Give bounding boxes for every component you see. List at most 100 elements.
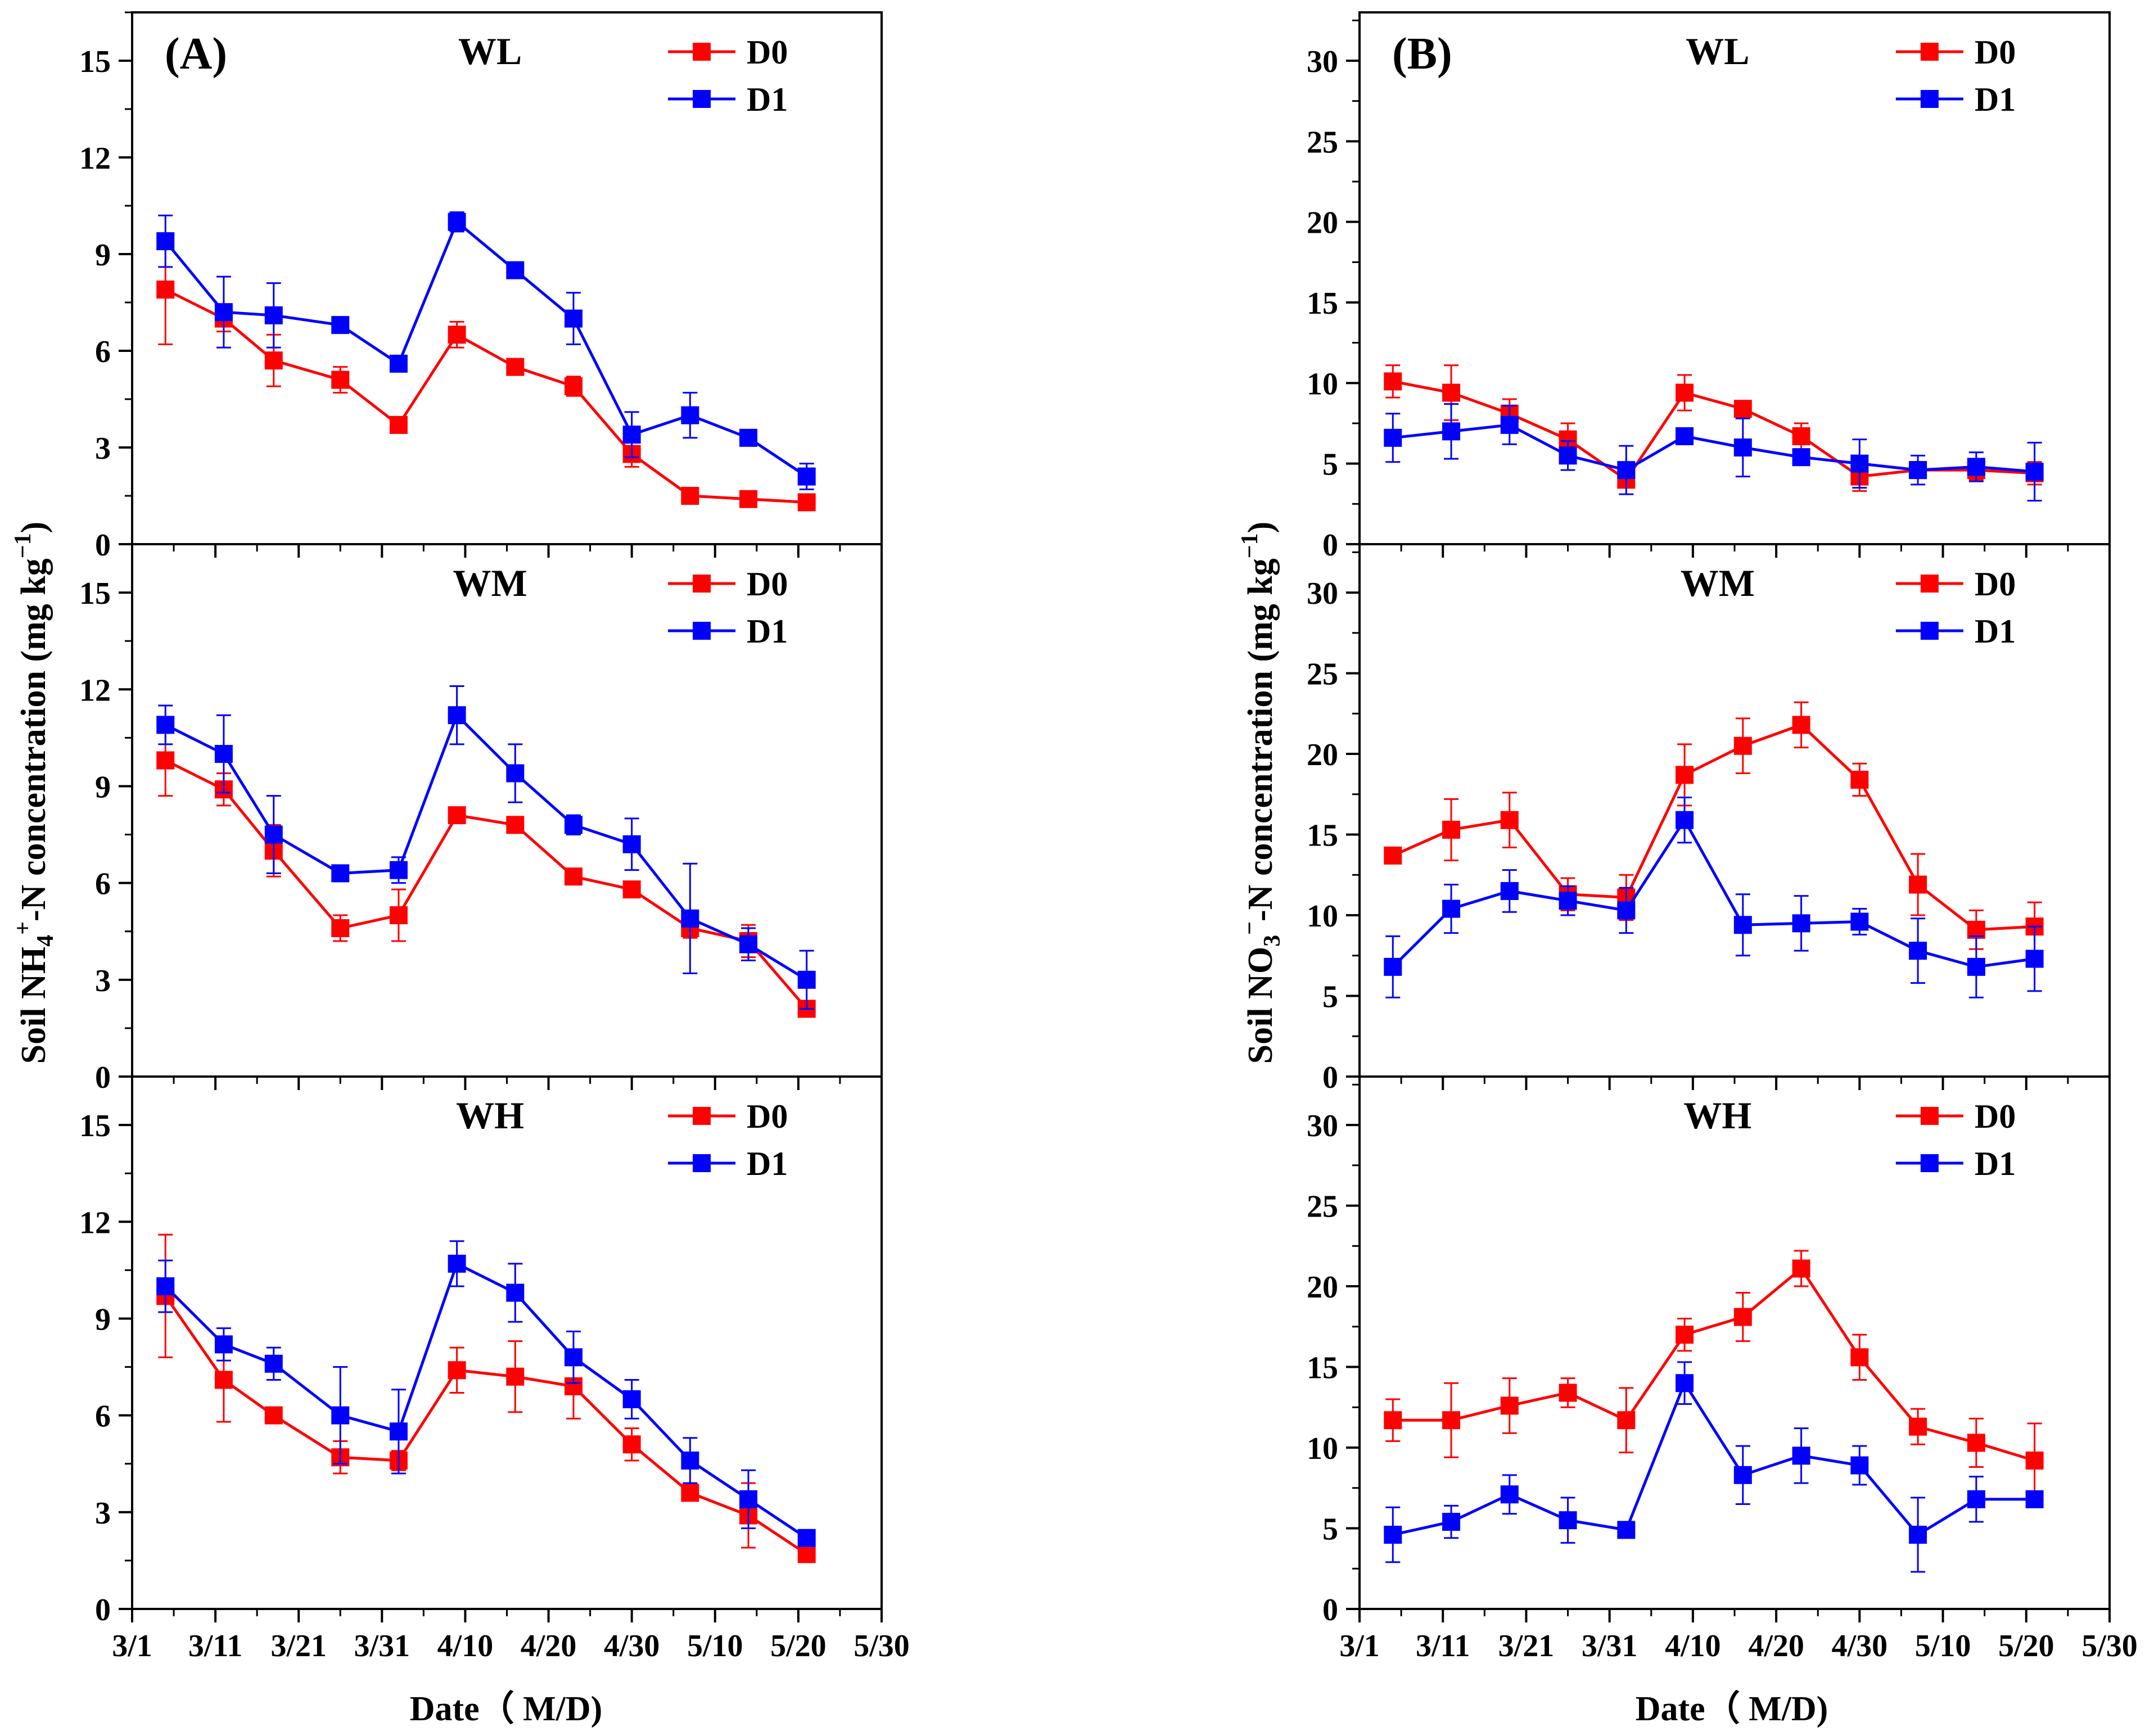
a-wl-series-d0-point xyxy=(264,351,283,370)
a-wm-series-d1-point xyxy=(156,716,175,734)
b-wm-y-tick-label: 25 xyxy=(1307,657,1338,692)
a-wh-x-tick-label: 3/21 xyxy=(270,1629,327,1663)
b-wh-series-d1-point xyxy=(1733,1466,1752,1484)
a-wm-y-tick-label: 12 xyxy=(79,673,111,708)
a-wh-y-tick-label: 3 xyxy=(95,1496,111,1531)
a-wm-series-d1-line xyxy=(165,712,808,981)
b-wh-series-d1-point xyxy=(1442,1513,1461,1531)
b-wm-series-d0-legend-marker xyxy=(1920,575,1939,593)
a-wl-series-d1-legend-label: D1 xyxy=(747,81,788,118)
b-wl-series-d1-point xyxy=(1442,422,1461,441)
a-wh-series-d1-point xyxy=(564,1348,582,1367)
b-wm-series-d1-point xyxy=(2025,950,2044,968)
b-wl-y-tick-label: 15 xyxy=(1307,286,1338,321)
a-wl-series-d1-point xyxy=(264,306,283,324)
a-wh-x-tick-label: 5/20 xyxy=(770,1629,827,1663)
b-wh-series-d1-legend-label: D1 xyxy=(1975,1145,2016,1182)
b-wm-series-d0-point xyxy=(1792,716,1810,734)
a-wm-y-tick-label: 0 xyxy=(95,1060,111,1095)
b-wh-x-tick-label: 3/31 xyxy=(1582,1629,1638,1663)
b-wl-series-d1-point xyxy=(1733,438,1752,456)
a-wl-series-d1-point xyxy=(681,406,699,424)
a-wl-subplot-title: WL xyxy=(458,30,522,73)
a-wl-series-d0-point xyxy=(389,415,408,434)
b-wh-series-d1-point xyxy=(1850,1456,1869,1475)
b-wh-series-d0-point xyxy=(1384,1411,1402,1430)
b-wh-series-d0-point xyxy=(1442,1411,1461,1430)
a-wm-series-d0-point xyxy=(448,806,466,825)
a-wl-series-d0-point xyxy=(506,358,525,376)
a-wh-x-tick-label: 3/31 xyxy=(354,1629,410,1663)
x-axis-title-panel-a: Date（ M/D) xyxy=(410,1689,603,1728)
a-wl-y-tick-label: 6 xyxy=(95,334,111,369)
a-wl-series-d1-point xyxy=(448,213,466,231)
a-wl-series-d1-point xyxy=(331,316,350,334)
a-wm-series-d0-point xyxy=(156,751,175,770)
a-wm-series-d1-point xyxy=(389,861,408,879)
b-wm-series-d1-line xyxy=(1392,817,2035,969)
a-wm-series-d1-legend-label: D1 xyxy=(747,613,788,650)
b-wh-subplot-title: WH xyxy=(1683,1094,1751,1137)
a-wm-series-d1-point xyxy=(448,706,466,725)
a-wh-series-d1-point xyxy=(331,1406,350,1425)
b-wm-series-d0-point xyxy=(1442,820,1461,839)
b-wh-series-d0-point xyxy=(1909,1417,1927,1436)
panel-a-ammonium: 0 3 6 9 12 15 (A) WL D0 D1 0 3 6 9 12 15 WM D0 D1 0 3 6 9 12 15 3… xyxy=(79,11,910,1663)
panel-b-nitrate: 0 5 10 15 20 25 30 (B) WL D0 D1 0 5 10 15 20 25 30 WM D0 D1 0… xyxy=(1307,11,2138,1663)
a-wl-series-d1-point xyxy=(506,261,525,279)
b-wh-x-tick-label: 4/20 xyxy=(1748,1629,1804,1663)
a-wh-series-d0-point xyxy=(622,1435,641,1454)
b-wl-series-d1-point xyxy=(1792,448,1810,467)
b-wh-x-tick-label: 3/11 xyxy=(1416,1629,1470,1663)
a-wh-series-d1-point xyxy=(797,1529,816,1547)
b-wh-x-tick-label: 5/30 xyxy=(2081,1629,2138,1663)
b-wh-series-d0-point xyxy=(1733,1308,1752,1326)
b-wm-y-tick-label: 15 xyxy=(1307,819,1338,853)
y-axis-title-panel-a: Soil NH4+-N concentration (mg kg−1) xyxy=(10,522,58,1064)
a-wh-series-d0-point xyxy=(681,1484,699,1502)
b-wl-series-d1-point xyxy=(1500,415,1519,434)
b-wl-subplot-title: WL xyxy=(1686,30,1749,73)
a-wh-series-d1-point xyxy=(448,1254,466,1273)
a-wl-series-d0-legend-label: D0 xyxy=(747,34,788,71)
a-wm-series-d1-point xyxy=(331,864,350,883)
a-wh-x-tick-label: 5/10 xyxy=(687,1629,743,1663)
b-wl-y-tick-label: 0 xyxy=(1322,528,1338,563)
x-axis-title-panel-b: Date（ M/D) xyxy=(1636,1689,1828,1728)
a-wl-series-d0-point xyxy=(448,326,466,344)
a-wh-y-tick-label: 0 xyxy=(95,1593,111,1628)
b-wh-y-tick-label: 25 xyxy=(1307,1190,1338,1224)
a-wl-series-d0-point xyxy=(564,377,582,396)
a-wl-series-d1-legend-marker xyxy=(693,90,711,108)
a-wh-y-tick-label: 9 xyxy=(95,1302,111,1337)
b-wm-y-tick-label: 0 xyxy=(1322,1060,1338,1095)
a-wm-series-d1-point xyxy=(214,745,233,763)
a-wh-series-d1-legend-label: D1 xyxy=(747,1145,788,1182)
a-wh-x-tick-label: 4/10 xyxy=(437,1629,494,1663)
b-wl-series-d1-legend-label: D1 xyxy=(1975,81,2016,118)
b-wh-x-tick-label: 3/21 xyxy=(1498,1629,1555,1663)
a-wl-y-tick-label: 9 xyxy=(95,238,111,273)
a-wm-series-d1-point xyxy=(681,909,699,928)
b-wm-y-tick-label: 20 xyxy=(1307,738,1338,772)
b-wm-series-d1-point xyxy=(1850,912,1869,931)
a-wl-series-d0-point xyxy=(797,493,816,512)
b-wm-series-d1-point xyxy=(1792,914,1810,933)
a-wm-series-d1-point xyxy=(797,970,816,989)
a-wm-y-tick-label: 3 xyxy=(95,964,111,998)
a-wh-series-d1-point xyxy=(214,1335,233,1354)
a-wm-series-d1-point xyxy=(739,935,758,953)
a-wl-series-d0-legend-marker xyxy=(693,43,711,61)
a-wh-series-d1-point xyxy=(264,1354,283,1373)
b-wh-series-d1-line xyxy=(1392,1380,2035,1537)
b-wh-y-tick-label: 15 xyxy=(1307,1351,1338,1386)
a-wh-y-tick-label: 15 xyxy=(79,1109,111,1143)
a-wm-series-d0-point xyxy=(331,919,350,937)
b-wh-series-d0-legend-label: D0 xyxy=(1975,1098,2016,1135)
a-wh-subplot-title: WH xyxy=(456,1094,524,1137)
b-wh-series-d0-point xyxy=(1676,1326,1694,1344)
b-wh-series-d1-legend-marker xyxy=(1920,1154,1939,1172)
b-wm-series-d1-point xyxy=(1500,881,1519,900)
